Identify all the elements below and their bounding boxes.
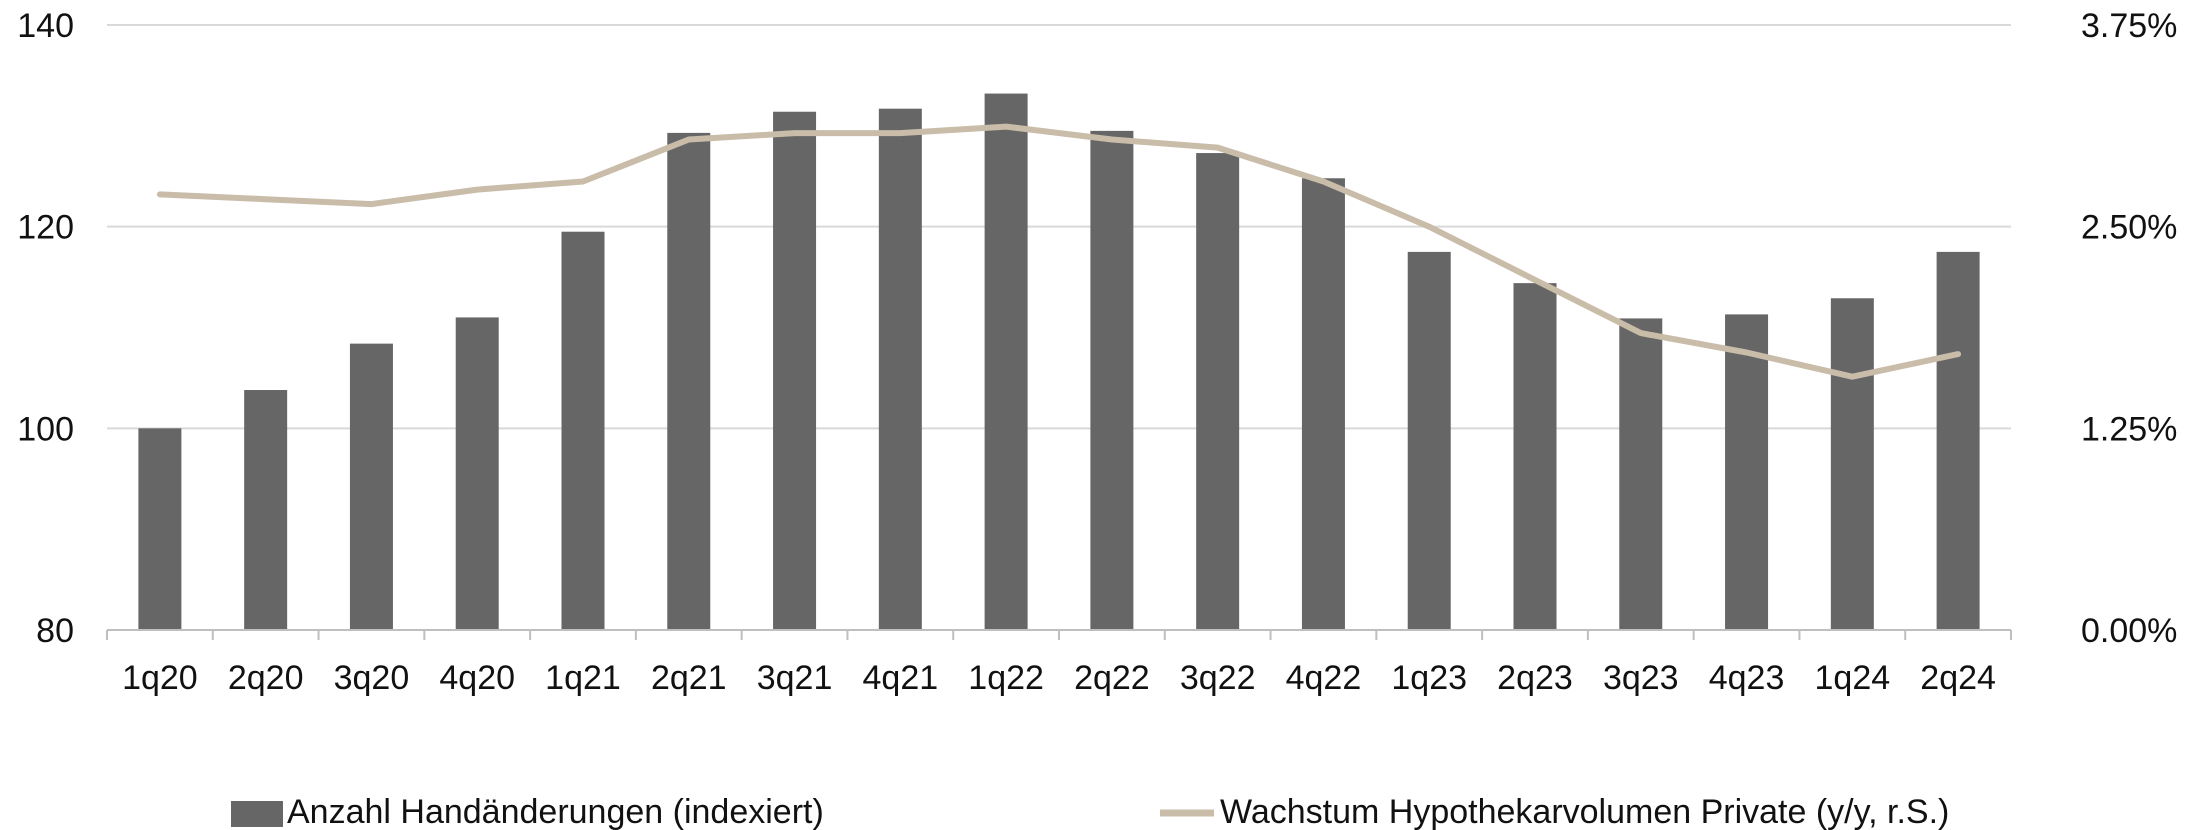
x-tick-label: 3q23 [1603, 659, 1679, 697]
bar-3q20 [349, 343, 393, 630]
x-tick-label: 2q22 [1074, 659, 1150, 697]
x-tick-label: 3q21 [757, 659, 833, 697]
y-right-tick-label: 0.00% [2081, 612, 2177, 650]
x-tick-label: 1q20 [122, 659, 198, 697]
bar-2q22 [1090, 130, 1134, 630]
x-tick-label: 1q23 [1391, 659, 1467, 697]
x-tick-label: 2q20 [228, 659, 304, 697]
bar-2q20 [244, 390, 288, 630]
y-left-tick-label: 100 [17, 410, 74, 448]
x-tick-label: 3q22 [1180, 659, 1256, 697]
x-tick-label: 4q22 [1286, 659, 1362, 697]
bar-3q21 [773, 111, 817, 630]
bar-series [138, 93, 1980, 631]
x-tick-label: 2q23 [1497, 659, 1573, 697]
x-tick-label: 2q21 [651, 659, 727, 697]
x-tick-label: 4q21 [863, 659, 939, 697]
x-tick-label: 1q22 [968, 659, 1044, 697]
line-series [156, 123, 1962, 380]
legend-label-line: Wachstum Hypothekarvolumen Private (y/y,… [1220, 793, 1949, 830]
y-right-tick-label: 1.25% [2081, 410, 2177, 448]
x-axis-labels: 1q20 2q20 3q20 4q20 1q21 2q21 3q21 4q21 1q22 2q22… [122, 659, 1996, 697]
x-tick-label: 1q24 [1815, 659, 1891, 697]
bar-1q24 [1830, 298, 1874, 630]
gridlines [107, 24, 2011, 430]
bar-1q21 [561, 231, 605, 631]
bar-2q21 [667, 132, 711, 630]
bar-2q24 [1936, 251, 1980, 630]
y-right-tick-label: 3.75% [2081, 7, 2177, 45]
x-axis [106, 629, 2012, 640]
x-tick-label: 1q21 [545, 659, 621, 697]
legend-label-bar: Anzahl Handänderungen (indexiert) [287, 793, 824, 830]
legend-swatch-bar [231, 801, 283, 827]
y-left-tick-label: 140 [17, 7, 74, 45]
line-hypothekarvolumen [156, 123, 1962, 380]
legend: Anzahl Handänderungen (indexiert) Wachst… [231, 793, 1949, 830]
x-tick-label: 4q23 [1709, 659, 1785, 697]
y-left-tick-label: 80 [36, 612, 74, 650]
bar-1q23 [1407, 251, 1451, 630]
x-tick-label: 3q20 [334, 659, 410, 697]
y-right-tick-label: 2.50% [2081, 209, 2177, 247]
bar-3q23 [1619, 318, 1663, 630]
bar-3q22 [1196, 153, 1240, 630]
x-tick-label: 2q24 [1920, 659, 1996, 697]
y-axis-right: 0.00% 1.25% 2.50% 3.75% [2081, 7, 2177, 650]
bar-1q22 [984, 93, 1028, 631]
bar-2q23 [1513, 283, 1557, 630]
y-left-tick-label: 120 [17, 209, 74, 247]
bar-4q21 [878, 108, 922, 631]
bar-4q20 [455, 317, 499, 630]
y-axis-left: 80 100 120 140 [17, 7, 74, 650]
x-tick-label: 4q20 [439, 659, 515, 697]
bar-4q22 [1301, 178, 1345, 630]
bar-1q20 [138, 428, 182, 630]
bar-4q23 [1725, 314, 1769, 630]
